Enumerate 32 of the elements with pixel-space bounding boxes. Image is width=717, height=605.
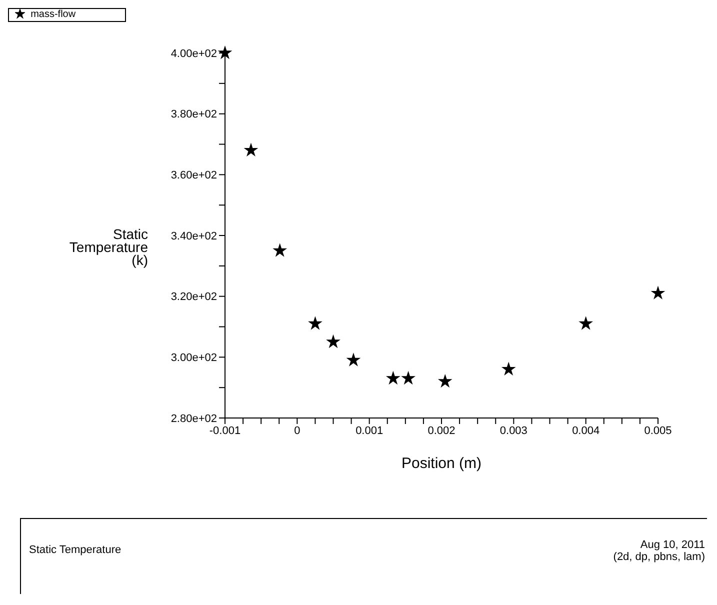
x-tick-label: 0.001 — [356, 424, 384, 437]
point — [244, 142, 258, 156]
point — [401, 370, 416, 385]
point — [501, 362, 516, 376]
text: Static Temperature — [29, 544, 122, 556]
point — [578, 316, 594, 330]
x-tick-label: 0.003 — [500, 424, 528, 437]
x-tick-label: 0 — [294, 424, 300, 437]
point — [650, 286, 666, 300]
x-tick-label: 0.002 — [428, 424, 456, 437]
x-axis-title: Position (m) — [401, 455, 482, 472]
y-tick-label: 3.60e+02 — [170, 170, 217, 182]
point — [218, 45, 232, 60]
x-tick-label: 0.004 — [572, 424, 600, 437]
legend-label: mass-flow — [30, 9, 76, 20]
point — [326, 334, 340, 348]
point — [308, 316, 322, 330]
x-tick-label: -0.001 — [209, 424, 241, 437]
y-tick-label: 3.00e+02 — [170, 352, 217, 364]
point — [272, 243, 288, 257]
y-tick-label: 3.20e+02 — [170, 291, 217, 304]
point — [346, 352, 361, 366]
y-axis-title: Static Temperature (k) — [68, 226, 148, 268]
y-tick-label: 3.80e+02 — [170, 108, 217, 121]
x-tick-label: 0.005 — [644, 424, 672, 437]
y-tick-label: 3.40e+02 — [170, 230, 217, 242]
text: (2d, dp, pbns, lam) — [613, 551, 705, 563]
point — [438, 374, 452, 388]
y-tick-label: 2.80e+02 — [170, 412, 217, 425]
y-tick-label: 4.00e+02 — [170, 48, 217, 60]
text: Aug 10, 2011 — [639, 539, 705, 551]
point — [386, 370, 400, 385]
